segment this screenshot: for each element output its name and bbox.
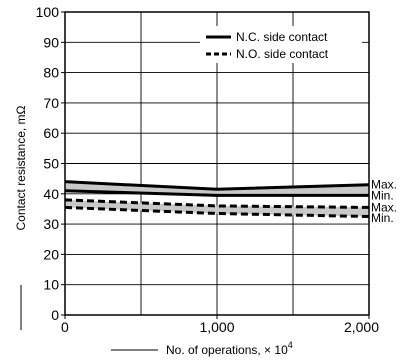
x-tick-label: 0 (61, 319, 69, 335)
y-tick-label: 10 (43, 277, 59, 293)
y-tick-label: 70 (43, 95, 59, 111)
y-tick-label: 60 (43, 125, 59, 141)
x-axis-title: No. of operations, × 104 (111, 340, 293, 357)
series-band-1 (65, 199, 369, 217)
x-axis-label-exponent: 4 (288, 340, 293, 350)
y-tick-label: 20 (43, 246, 59, 262)
x-tick-label: 1,000 (199, 319, 234, 335)
ticks: 0 10 20 30 40 50 60 70 80 90 100 0 1,000 2,000 (36, 4, 380, 335)
legend: N.C. side contact N.O. side contact (200, 26, 362, 63)
series-line-1-max (64, 198, 370, 209)
legend-label-no: N.O. side contact (236, 47, 329, 61)
y-tick-label: 90 (43, 34, 59, 50)
end-label: Min. (371, 188, 394, 202)
end-label: Max. (371, 200, 397, 214)
legend-label-nc: N.C. side contact (236, 30, 328, 44)
end-label: Max. (371, 178, 397, 192)
y-axis-label: Contact resistance, mΩ (14, 105, 28, 230)
y-tick-label: 80 (43, 65, 59, 81)
series-lines (64, 180, 370, 219)
y-axis-title: Contact resistance, mΩ (14, 105, 28, 330)
end-labels: Max.Min.Max.Min. (371, 178, 397, 225)
x-tick-label: 2,000 (344, 319, 379, 335)
y-tick-label: 0 (51, 307, 59, 323)
series-line-0-max (64, 180, 370, 191)
y-tick-label: 100 (36, 4, 60, 20)
legend-background (200, 26, 362, 63)
x-axis-label: No. of operations, × 10 (166, 343, 288, 357)
y-tick-label: 30 (43, 216, 59, 232)
y-tick-label: 50 (43, 156, 59, 172)
y-tick-label: 40 (43, 186, 59, 202)
series-line-0-min (64, 189, 369, 197)
series-line-1-min (64, 205, 370, 219)
end-label: Min. (371, 211, 394, 225)
svg-text:No. of operations, × 104: No. of operations, × 104 (166, 340, 293, 357)
